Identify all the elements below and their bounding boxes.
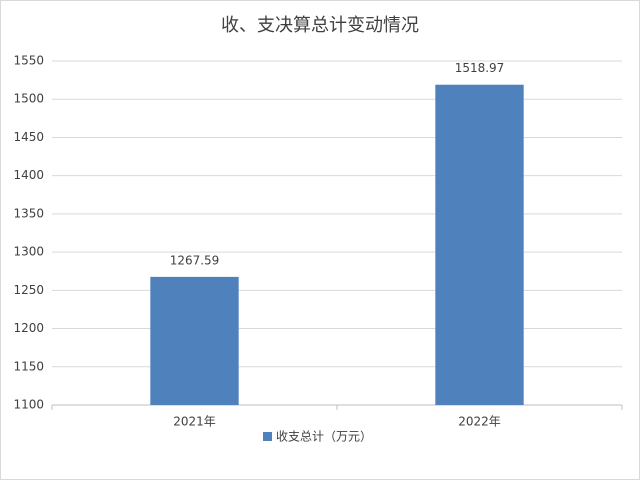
y-tick-label: 1300 [13,245,44,259]
bar [150,276,239,405]
y-tick-label: 1100 [13,398,44,412]
y-tick-label: 1450 [13,130,44,144]
data-label: 1518.97 [455,61,505,75]
bar [435,84,524,406]
legend-swatch [263,432,272,441]
x-tick-label: 2022年 [458,415,501,429]
data-label: 1267.59 [170,253,220,267]
y-tick-label: 1500 [13,92,44,106]
chart-title: 收、支决算总计变动情况 [221,15,419,36]
legend-label: 收支总计（万元） [276,430,372,444]
y-tick-label: 1250 [13,283,44,297]
y-tick-label: 1400 [13,168,44,182]
y-tick-label: 1350 [13,206,44,220]
x-tick-label: 2021年 [173,415,216,429]
y-tick-label: 1200 [13,321,44,335]
y-tick-label: 1150 [13,359,44,373]
y-tick-label: 1550 [13,54,44,68]
